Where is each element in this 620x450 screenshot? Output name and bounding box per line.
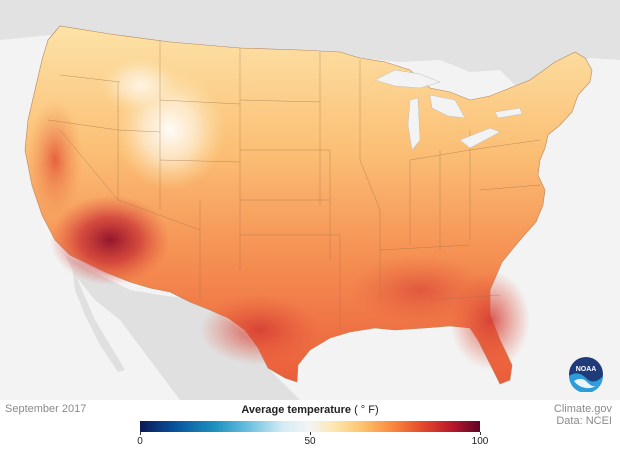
temperature-map: NOAA	[0, 0, 620, 400]
legend-unit: ( ° F)	[354, 404, 379, 416]
credit-block: Climate.gov Data: NCEI	[554, 403, 612, 427]
legend-variable: Average temperature	[241, 404, 351, 416]
legend-tick-label: 0	[137, 436, 143, 447]
map-graphic	[0, 0, 620, 400]
credit-site: Climate.gov	[553, 403, 612, 415]
legend-tick	[139, 432, 141, 435]
legend-tick-label: 50	[304, 436, 316, 447]
noaa-logo-text: NOAA	[576, 366, 597, 373]
great-lakes	[374, 69, 523, 151]
period-label: September 2017	[5, 403, 87, 415]
legend-tick-label: 100	[471, 436, 489, 447]
legend-tick	[479, 432, 481, 435]
credit-data-source: Data: NCEI	[556, 415, 612, 427]
state-boundaries	[47, 40, 541, 330]
noaa-logo: NOAA	[569, 357, 603, 392]
temperature-anomaly-overlays	[27, 57, 530, 370]
mexico-landmass	[65, 255, 300, 400]
legend-tick	[309, 432, 311, 435]
legend-title: Average temperature ( ° F)	[140, 404, 480, 416]
baja-peninsula	[72, 265, 125, 372]
legend-color-scale	[140, 421, 480, 432]
canada-landmass	[0, 0, 620, 90]
